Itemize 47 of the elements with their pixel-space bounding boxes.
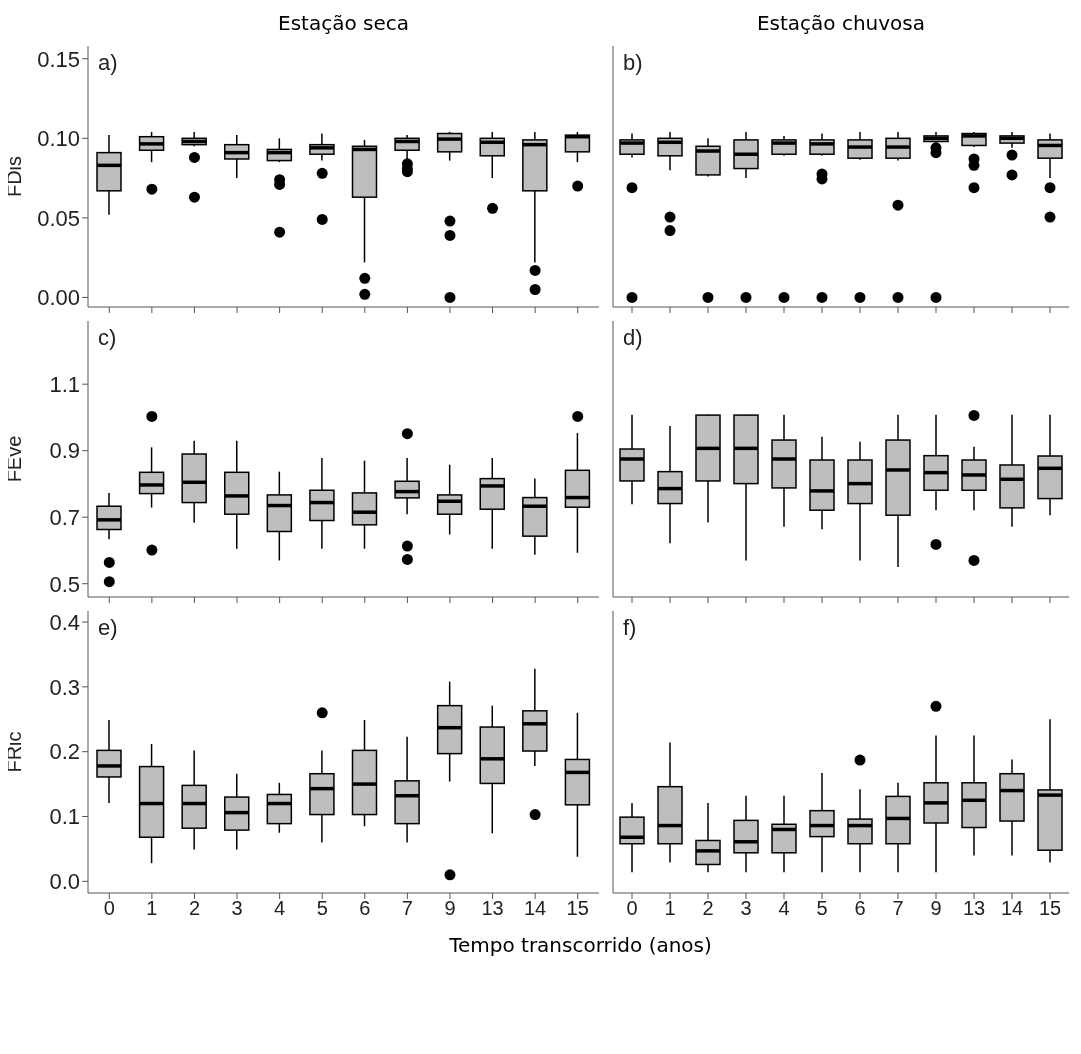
annotation: d) xyxy=(623,325,643,351)
x-tick-label: 9 xyxy=(930,897,942,920)
y-tick-label: 0.0 xyxy=(49,869,80,895)
x-tick-label: 5 xyxy=(816,897,828,920)
y-tick-label: 0.9 xyxy=(49,438,80,464)
chart-title: Estação seca xyxy=(277,10,410,37)
chart-title: Estação chuvosa xyxy=(755,10,927,37)
x-tick-label: 2 xyxy=(702,897,714,920)
y-tick-label: 1.1 xyxy=(49,371,80,397)
y-tick-label: 0.00 xyxy=(37,285,80,311)
x-tick-label: 3 xyxy=(231,897,243,920)
x-tick-label: 1 xyxy=(146,897,158,920)
y-tick-label: 0.2 xyxy=(49,739,80,765)
y-tick-label: 0.4 xyxy=(49,609,80,635)
y-tick-label: 0.7 xyxy=(49,505,80,530)
x-tick-label: 6 xyxy=(854,897,866,920)
x-tick-label: 4 xyxy=(778,897,790,920)
x-tick-label: 6 xyxy=(359,897,371,920)
x-tick-label: 7 xyxy=(892,897,904,920)
x-tick-label: 13 xyxy=(962,897,986,920)
x-tick-label: 9 xyxy=(444,897,456,920)
x-tick-label: 15 xyxy=(1038,897,1062,920)
annotation: a) xyxy=(98,50,118,76)
x-tick-label: 0 xyxy=(626,897,638,920)
annotation: e) xyxy=(98,615,118,641)
x-tick-label: 4 xyxy=(274,897,286,920)
annotation: c) xyxy=(98,325,117,351)
x-tick-label: 2 xyxy=(188,897,201,920)
x-tick-label: 15 xyxy=(566,897,589,920)
x-tick-label: 7 xyxy=(401,897,413,920)
y-tick-label: 0.5 xyxy=(49,571,80,597)
x-tick-label: 14 xyxy=(1000,897,1024,920)
y-tick-label: 0.3 xyxy=(49,674,80,700)
y-tick-label: 0.05 xyxy=(37,205,80,231)
x-tick-label: 5 xyxy=(316,897,328,920)
annotation: f) xyxy=(623,615,637,641)
x-tick-label: 1 xyxy=(664,897,676,920)
x-axis-title: Tempo transcorrido (anos) xyxy=(448,933,713,957)
y-tick-label: 0.10 xyxy=(37,126,80,152)
x-tick-label: 14 xyxy=(524,897,547,920)
x-tick-label: 13 xyxy=(481,897,504,920)
annotation: b) xyxy=(623,50,643,76)
x-tick-label: 3 xyxy=(740,897,752,920)
y-tick-label: 0.1 xyxy=(49,804,80,830)
x-tick-label: 0 xyxy=(103,897,115,920)
y-tick-label: 0.15 xyxy=(37,46,80,72)
y-axis-title: FEve xyxy=(3,435,26,483)
